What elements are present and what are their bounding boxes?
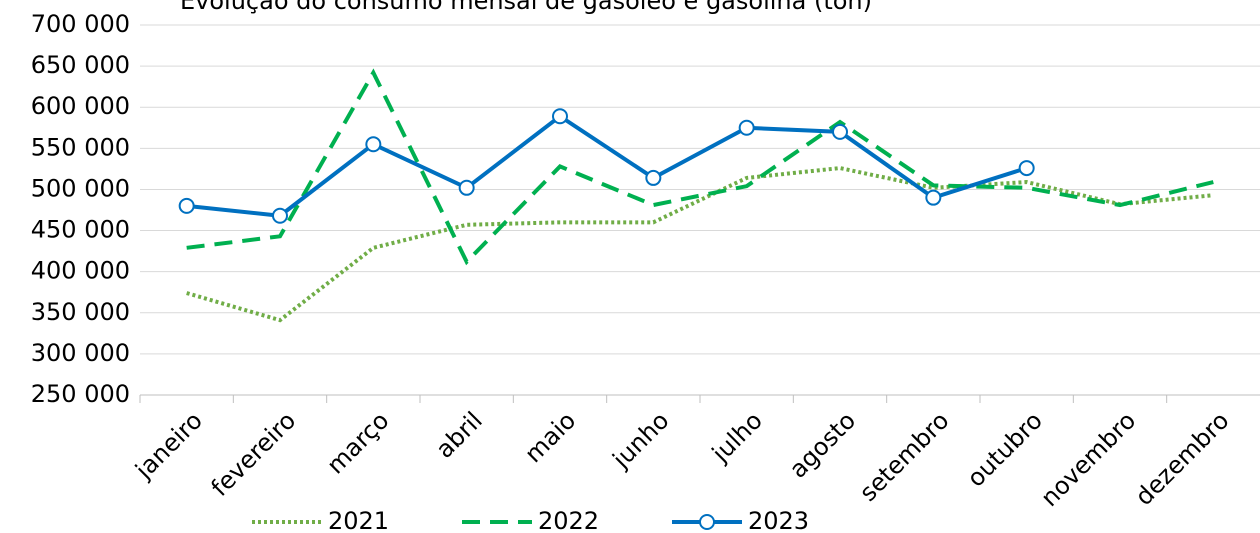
point <box>925 189 942 206</box>
x-tick-label: outubro <box>962 406 1048 492</box>
x-tick-label: abril <box>430 406 487 463</box>
x-tick-label: julho <box>706 406 768 468</box>
point <box>738 119 755 136</box>
y-tick-label: 600 000 <box>31 92 130 120</box>
legend-label: 2021 <box>328 507 389 533</box>
legend-label: 2022 <box>538 507 599 533</box>
x-tick-label: janeiro <box>129 406 208 485</box>
chart-title: Evolução do consumo mensal de gasóleo e … <box>180 0 872 15</box>
point <box>552 108 568 125</box>
y-tick-label: 700 000 <box>31 10 130 38</box>
point <box>832 123 848 140</box>
x-tick-label: junho <box>607 406 675 474</box>
series-line <box>186 68 1214 266</box>
y-tick-label: 350 000 <box>31 298 130 326</box>
series-line <box>186 166 1214 323</box>
y-tick-label: 500 000 <box>31 174 130 202</box>
legend-marker <box>699 514 715 530</box>
y-tick-label: 250 000 <box>31 380 130 408</box>
point <box>178 197 195 214</box>
y-tick-label: 400 000 <box>31 257 130 285</box>
y-tick-label: 300 000 <box>31 339 130 367</box>
x-tick-label: agosto <box>784 406 861 483</box>
x-tick-label: novembro <box>1035 406 1141 512</box>
y-tick-label: 650 000 <box>31 51 130 79</box>
x-tick-label: março <box>321 406 394 479</box>
x-tick-label: setembro <box>854 406 954 506</box>
series-line <box>186 113 1028 218</box>
point <box>272 207 288 224</box>
x-tick-label: dezembro <box>1130 406 1235 511</box>
point <box>645 169 662 186</box>
point <box>458 179 475 196</box>
point <box>365 136 382 153</box>
y-tick-label: 550 000 <box>31 133 130 161</box>
x-tick-label: maio <box>519 406 581 468</box>
x-tick-label: fevereiro <box>206 406 301 501</box>
point <box>1018 160 1035 177</box>
legend-label: 2023 <box>748 507 809 533</box>
y-tick-label: 450 000 <box>31 216 130 244</box>
